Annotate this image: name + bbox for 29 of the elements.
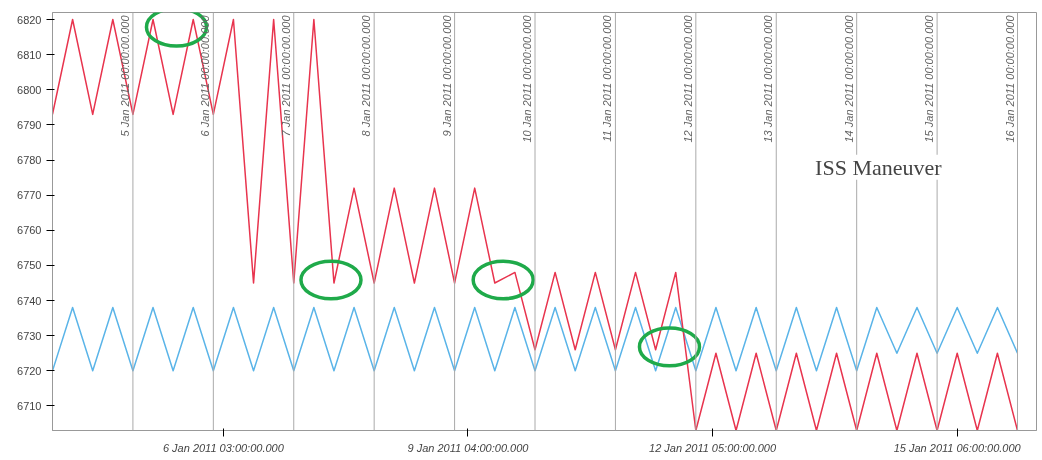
y-tick-label: 6730 [17,329,42,342]
ref-line-label: 16 Jan 2011 00:00:00.000 [1003,14,1016,143]
x-tick-label: 15 Jan 2011 06:00:00.000 [893,441,1022,454]
ref-line-label: 8 Jan 2011 00:00:00.000 [360,14,373,137]
x-tick-label: 6 Jan 2011 03:00:00.000 [162,441,285,454]
y-tick-label: 6740 [17,294,42,307]
y-tick-label: 6820 [17,13,42,26]
ref-line-label: 12 Jan 2011 00:00:00.000 [681,14,694,143]
ref-line-label: 13 Jan 2011 00:00:00.000 [762,14,775,143]
ref-line-label: 15 Jan 2011 00:00:00.000 [923,14,936,143]
ref-line-label: 6 Jan 2011 00:00:00.000 [199,14,212,137]
y-tick-label: 6780 [17,154,42,167]
y-tick-label: 6750 [17,259,42,272]
ref-line-label: 9 Jan 2011 00:00:00.000 [440,14,453,137]
y-tick-label: 6800 [17,83,42,96]
y-tick-label: 6710 [17,399,42,412]
ref-line-label: 11 Jan 2011 00:00:00.000 [601,14,614,142]
ref-line-label: 14 Jan 2011 00:00:00.000 [842,14,855,143]
ref-line-label: 7 Jan 2011 00:00:00.000 [279,14,292,137]
y-tick-label: 6810 [17,48,42,61]
y-tick-label: 6790 [17,118,42,131]
annotation: ISS Maneuver [815,154,943,180]
y-tick-label: 6760 [17,224,42,237]
x-tick-label: 12 Jan 2011 05:00:00.000 [649,441,777,454]
y-tick-label: 6720 [17,364,42,377]
ref-line-label: 10 Jan 2011 00:00:00.000 [521,14,534,143]
x-tick-label: 9 Jan 2011 04:00:00.000 [407,441,530,454]
ref-line-label: 5 Jan 2011 00:00:00.000 [118,14,131,137]
y-tick-label: 6770 [17,189,42,202]
